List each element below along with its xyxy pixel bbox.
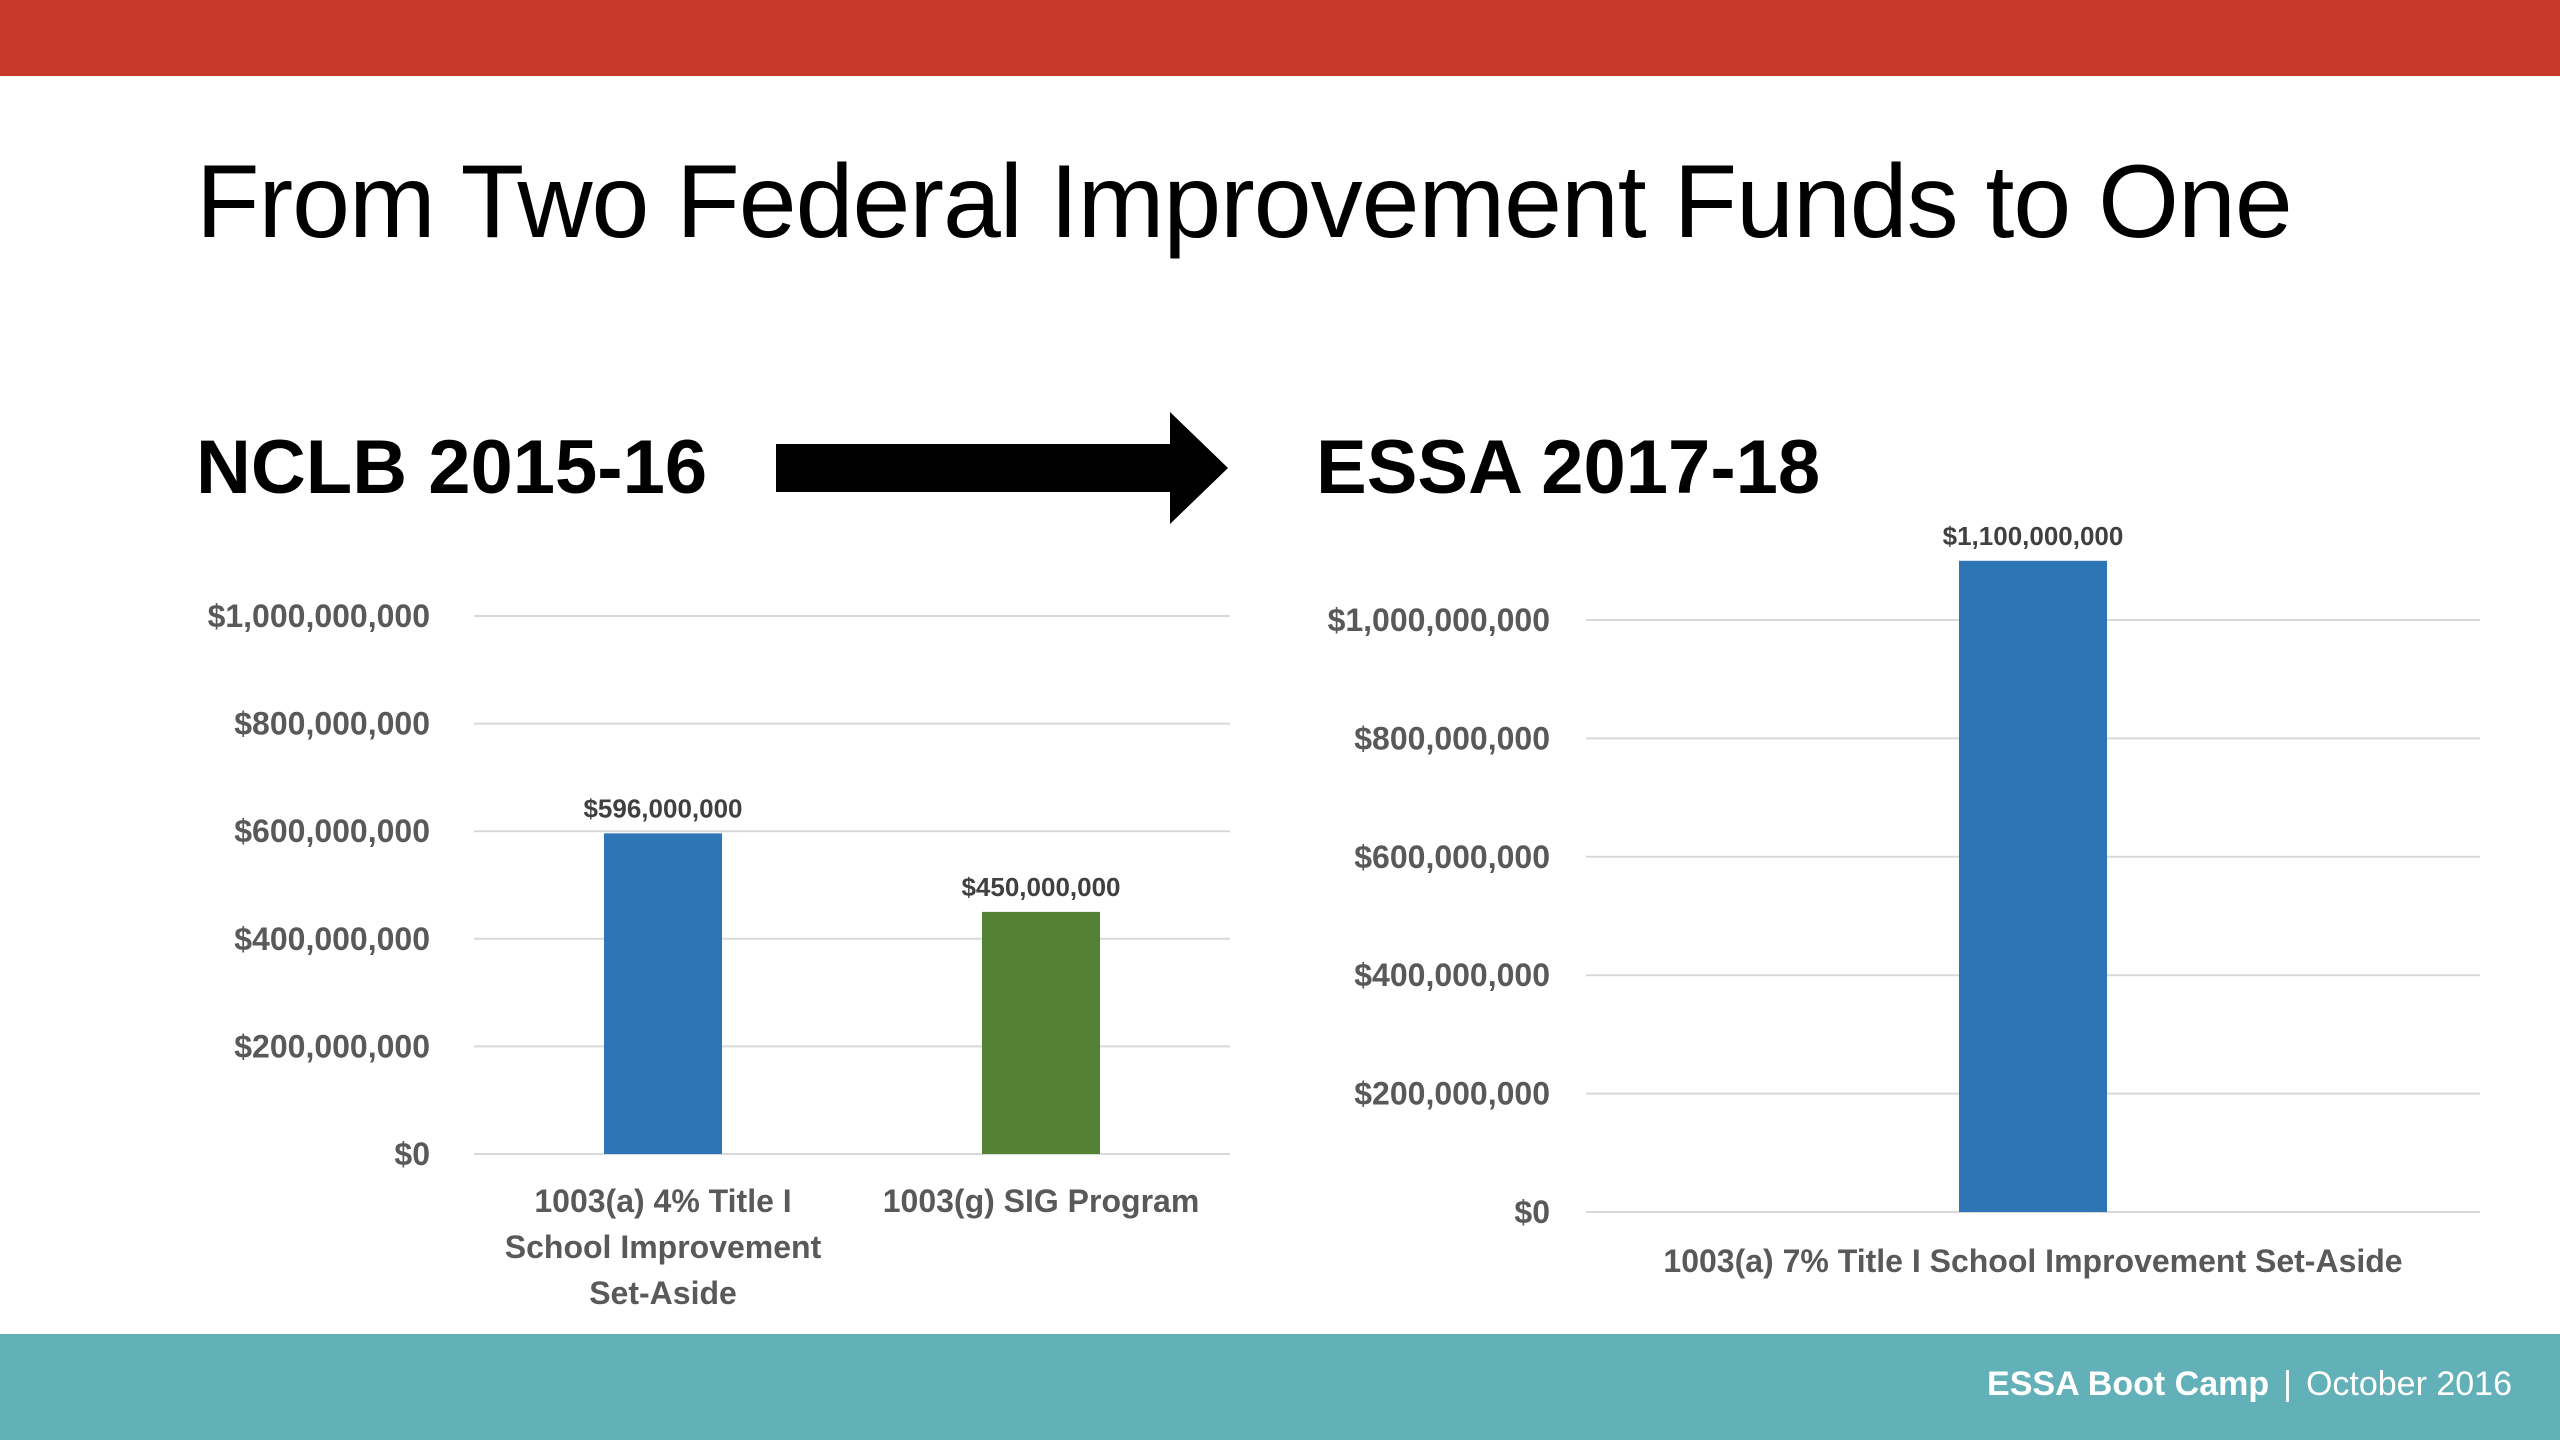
bar (1959, 560, 2107, 1212)
y-tick-label: $200,000,000 (1354, 1076, 1550, 1112)
y-tick-label: $0 (1514, 1194, 1550, 1230)
footer-event: ESSA Boot Camp (1987, 1365, 2270, 1403)
bar (604, 833, 722, 1154)
category-label: 1003(a) 4% Title I (534, 1183, 791, 1219)
y-tick-label: $400,000,000 (1354, 957, 1550, 993)
y-tick-label: $1,000,000,000 (1328, 602, 1550, 638)
data-label: $1,100,000,000 (1943, 521, 2124, 551)
footer-date: October 2016 (2305, 1365, 2512, 1403)
y-tick-label: $1,000,000,000 (208, 598, 430, 634)
essa-bar-chart: $0 $200,000,000 $400,000,000 $600,000,000 $8… (1328, 521, 2480, 1279)
y-tick-label: $600,000,000 (234, 813, 430, 849)
category-label: 1003(g) SIG Program (883, 1183, 1200, 1219)
nclb-bar-chart: $0 $200,000,000 $400,000,000 $600,000,000 $8… (208, 598, 1230, 1311)
essa-heading: ESSA 2017-18 (1316, 425, 1821, 510)
y-tick-label: $600,000,000 (1354, 839, 1550, 875)
footer-separator: | (2283, 1365, 2292, 1403)
category-label: 1003(a) 7% Title I School Improvement Se… (1663, 1243, 2402, 1279)
data-label: $450,000,000 (961, 872, 1120, 902)
footer-text: ESSA Boot Camp | October 2016 (1987, 1364, 2512, 1405)
data-label: $596,000,000 (583, 793, 742, 823)
nclb-heading: NCLB 2015-16 (196, 425, 708, 510)
footer-bar (0, 1334, 2560, 1440)
slide-title: From Two Federal Improvement Funds to On… (196, 144, 2293, 260)
y-tick-label: $0 (394, 1136, 430, 1172)
y-tick-label: $800,000,000 (234, 706, 430, 742)
y-tick-label: $400,000,000 (234, 921, 430, 957)
bar (982, 911, 1100, 1154)
y-tick-label: $200,000,000 (234, 1028, 430, 1064)
category-label: School Improvement (505, 1229, 822, 1265)
category-label: Set-Aside (589, 1275, 737, 1311)
top-accent-bar (0, 0, 2560, 76)
right-arrow-icon (776, 412, 1228, 524)
y-tick-label: $800,000,000 (1354, 720, 1550, 756)
